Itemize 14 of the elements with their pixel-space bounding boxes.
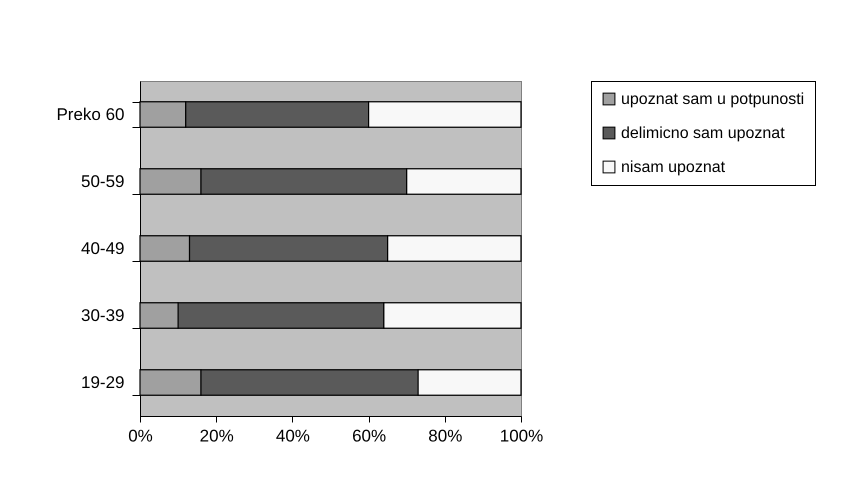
- x-tick-label: 60%: [352, 426, 386, 446]
- x-tick-label: 40%: [276, 426, 310, 446]
- y-tick-label: 19-29: [81, 373, 124, 392]
- x-tick-label: 20%: [200, 426, 234, 446]
- y-tick-label: 30-39: [81, 306, 124, 325]
- legend-label: delimicno sam upoznat: [621, 125, 786, 142]
- y-tick-label: Preko 60: [56, 105, 124, 124]
- legend-label: nisam upoznat: [621, 159, 726, 176]
- x-tick-label: 80%: [428, 426, 462, 446]
- legend-label: upoznat sam u potpunosti: [621, 91, 804, 108]
- x-tick-label: 100%: [500, 426, 544, 446]
- x-tick-label: 0%: [128, 426, 153, 446]
- y-tick-label: 50-59: [81, 172, 124, 191]
- y-tick-label: 40-49: [81, 239, 124, 258]
